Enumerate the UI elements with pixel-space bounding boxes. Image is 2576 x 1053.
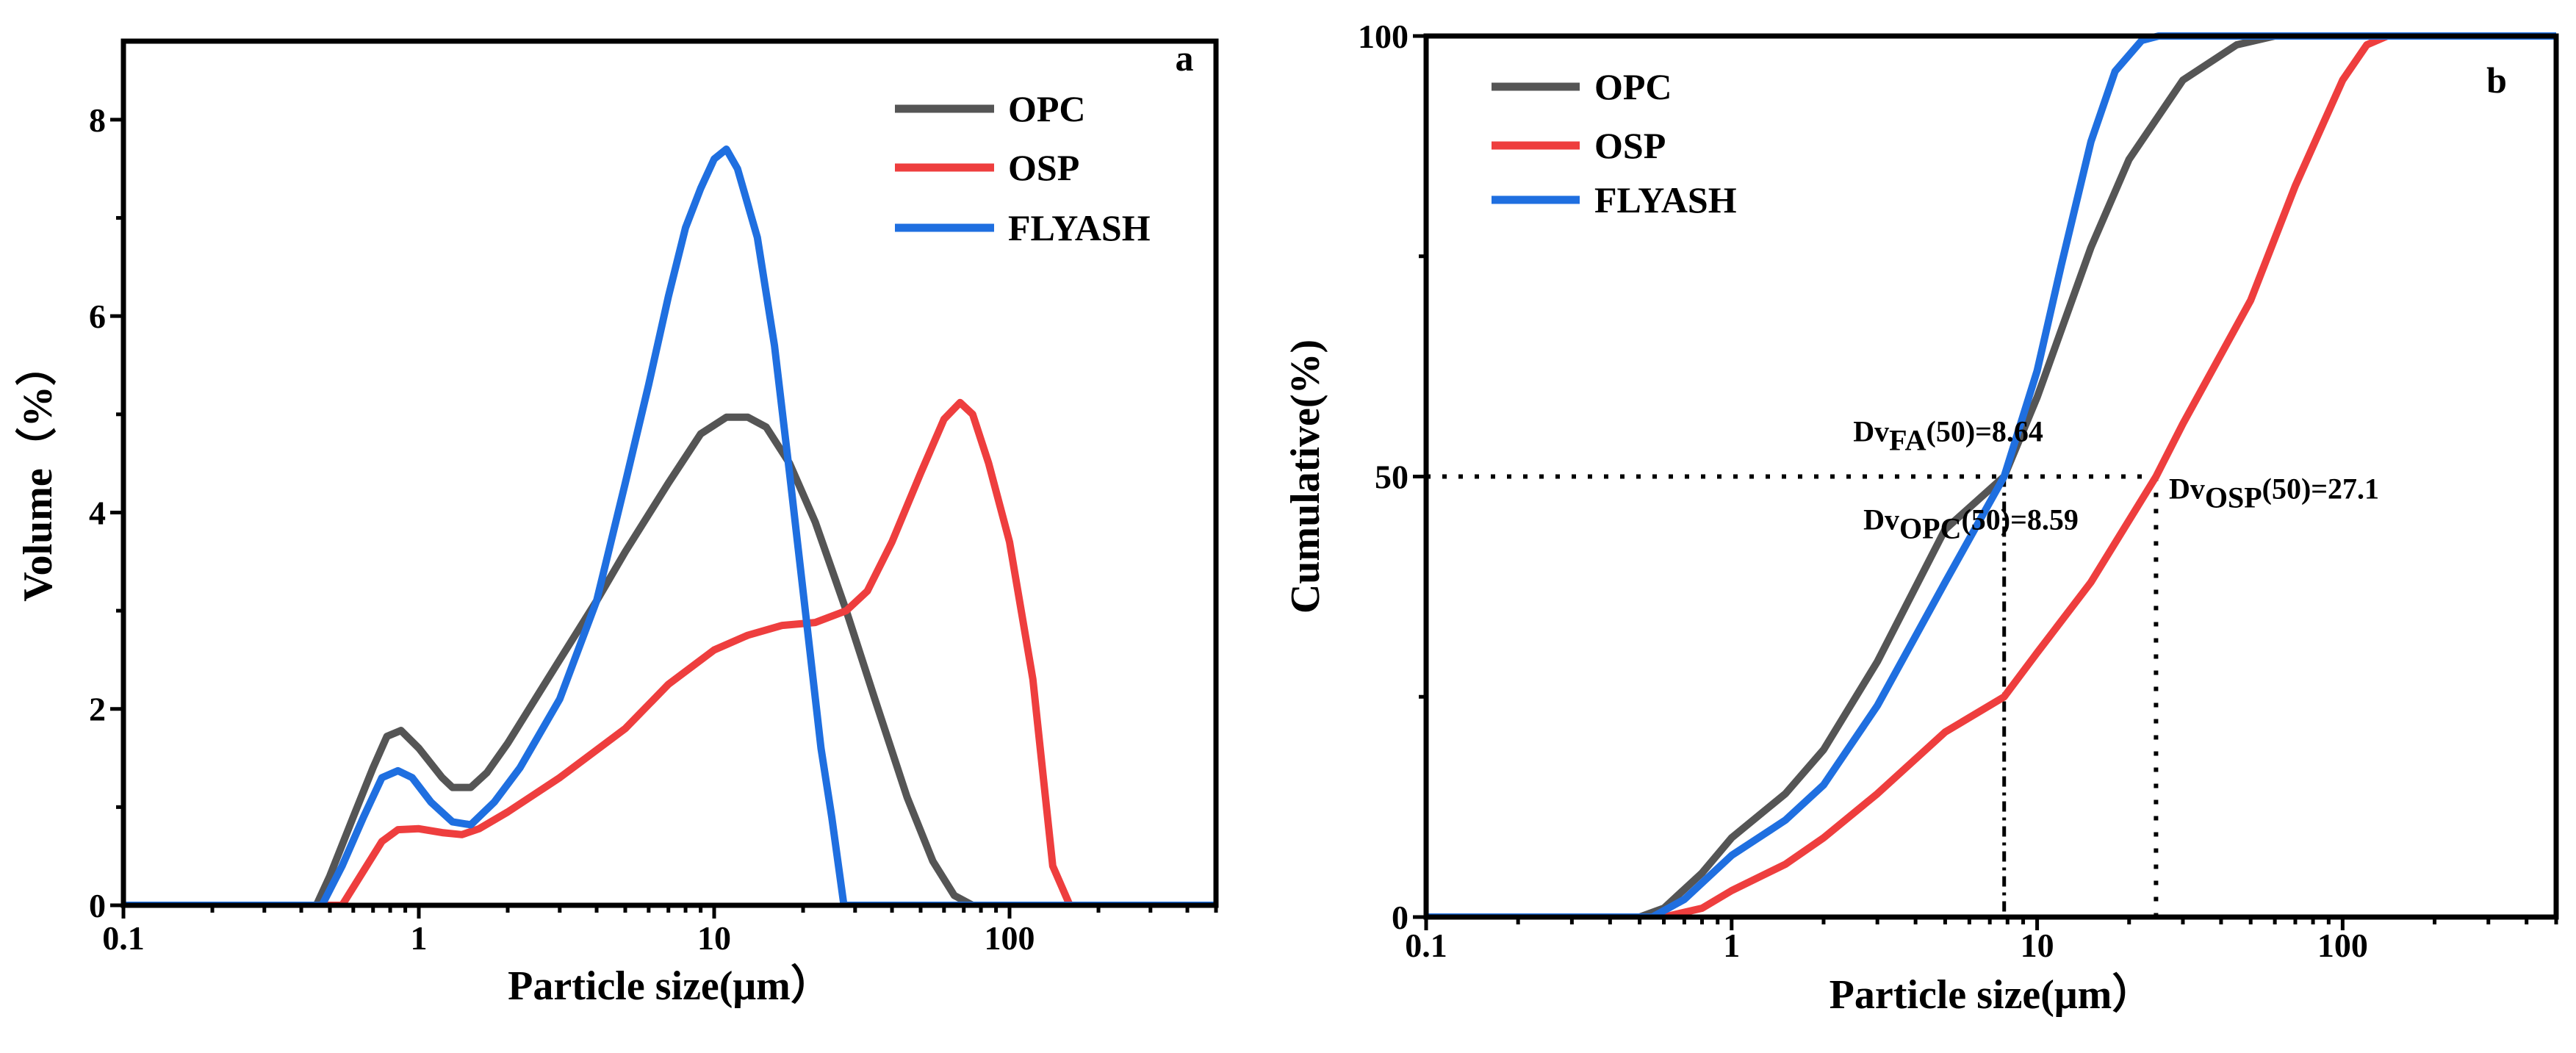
panel-label: a xyxy=(1176,37,1194,79)
annotation-subscript: OPC xyxy=(1899,511,1961,545)
x-tick-label: 0.1 xyxy=(102,919,145,957)
y-tick-label: 6 xyxy=(89,298,106,335)
series-line-flyash xyxy=(123,145,1216,905)
d50-annotation: DvOSP(50)=27.1 xyxy=(2169,472,2379,514)
series-line-osp xyxy=(1426,32,2556,917)
y-tick-label: 0 xyxy=(89,887,106,924)
chart-a-volume-distribution: 0.1 1 10 100 0 2 4 6 8 Particle size(μm） Volume（%）… xyxy=(15,37,1219,1009)
x-axis-title: Particle size(μm） xyxy=(1830,971,2154,1018)
x-tick-label: 0.1 xyxy=(1405,927,1447,964)
annotation-value: (50)=8.64 xyxy=(1926,415,2043,448)
y-tick-label: 2 xyxy=(89,691,106,728)
series-line-flyash xyxy=(1426,32,2556,917)
legend-label-flyash: FLYASH xyxy=(1594,179,1737,220)
legend: OPC OSP FLYASH xyxy=(895,88,1151,248)
chart-b-cumulative-distribution: 0.1 1 10 100 0 50 100 Particle size(μm） Cumulati… xyxy=(1283,18,2559,1018)
y-tick-label: 50 xyxy=(1375,459,1408,496)
x-tick-label: 10 xyxy=(697,919,731,957)
y-tick-label: 100 xyxy=(1358,18,1408,55)
series-line-opc xyxy=(123,413,1216,905)
d50-annotation: DvFA(50)=8.64 xyxy=(1853,415,2043,457)
legend-label-osp: OSP xyxy=(1594,125,1666,166)
series-line-opc xyxy=(1426,32,2556,917)
legend-label-flyash: FLYASH xyxy=(1008,207,1151,248)
x-tick-label: 100 xyxy=(985,919,1035,957)
x-tick-label: 1 xyxy=(411,919,428,957)
legend-label-osp: OSP xyxy=(1008,147,1079,188)
annotation-subscript: OSP xyxy=(2205,481,2262,514)
y-tick-label: 0 xyxy=(1392,899,1408,936)
annotation-value: (50)=8.59 xyxy=(1961,503,2078,536)
y-axis-title: Volume（%） xyxy=(15,345,61,602)
x-tick-label: 1 xyxy=(1723,927,1740,964)
legend-label-opc: OPC xyxy=(1008,88,1086,129)
y-axis-title: Cumulative(%) xyxy=(1283,339,1328,614)
series-line-osp xyxy=(123,398,1216,905)
annotation-value: (50)=27.1 xyxy=(2262,472,2379,505)
legend-label-opc: OPC xyxy=(1594,66,1672,107)
annotation-prefix: Dv xyxy=(1863,503,1899,536)
y-tick-label: 4 xyxy=(89,494,106,531)
x-tick-label: 10 xyxy=(2021,927,2054,964)
annotation-subscript: FA xyxy=(1889,424,1926,457)
x-axis-title: Particle size(μm） xyxy=(508,963,832,1009)
plot-frame xyxy=(1423,33,2559,920)
y-tick-label: 8 xyxy=(89,101,106,139)
annotation-prefix: Dv xyxy=(2169,472,2205,505)
x-tick-label: 100 xyxy=(2317,927,2368,964)
annotation-prefix: Dv xyxy=(1853,415,1889,448)
legend: OPC OSP FLYASH xyxy=(1492,66,1737,220)
d50-annotation: DvOPC(50)=8.59 xyxy=(1863,503,2079,545)
panel-label: b xyxy=(2486,60,2507,101)
